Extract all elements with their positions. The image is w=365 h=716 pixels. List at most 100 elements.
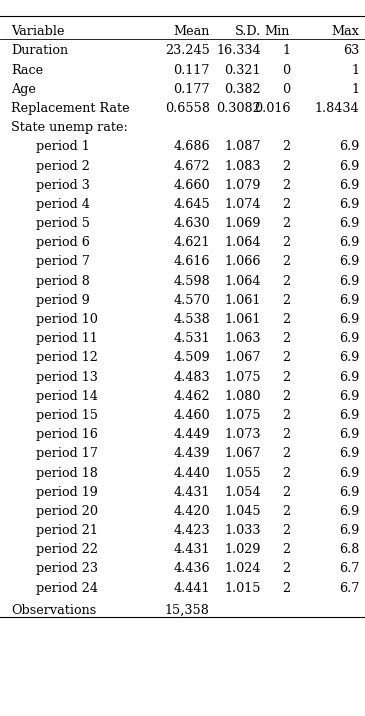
Text: 6.7: 6.7 xyxy=(339,581,360,595)
Text: 2: 2 xyxy=(282,294,290,307)
Text: 6.9: 6.9 xyxy=(339,485,360,499)
Text: period 16: period 16 xyxy=(36,428,99,441)
Text: 0: 0 xyxy=(282,83,290,96)
Text: Min: Min xyxy=(265,25,290,38)
Text: 1: 1 xyxy=(282,44,290,57)
Text: Replacement Rate: Replacement Rate xyxy=(11,102,130,115)
Text: 4.538: 4.538 xyxy=(173,313,210,326)
Text: period 21: period 21 xyxy=(36,524,99,537)
Text: 15,358: 15,358 xyxy=(165,604,210,616)
Text: 1.029: 1.029 xyxy=(224,543,261,556)
Text: 2: 2 xyxy=(282,467,290,480)
Text: State unemp rate:: State unemp rate: xyxy=(11,121,128,134)
Text: 1.067: 1.067 xyxy=(224,448,261,460)
Text: 4.423: 4.423 xyxy=(173,524,210,537)
Text: period 22: period 22 xyxy=(36,543,99,556)
Text: 2: 2 xyxy=(282,390,290,403)
Text: 2: 2 xyxy=(282,352,290,364)
Text: Variable: Variable xyxy=(11,25,65,38)
Text: 6.9: 6.9 xyxy=(339,409,360,422)
Text: period 2: period 2 xyxy=(36,160,91,173)
Text: 4.449: 4.449 xyxy=(173,428,210,441)
Text: 6.9: 6.9 xyxy=(339,352,360,364)
Text: 4.570: 4.570 xyxy=(173,294,210,307)
Text: 6.9: 6.9 xyxy=(339,294,360,307)
Text: 1.8434: 1.8434 xyxy=(315,102,360,115)
Text: 16.334: 16.334 xyxy=(216,44,261,57)
Text: period 11: period 11 xyxy=(36,332,98,345)
Text: 4.431: 4.431 xyxy=(173,485,210,499)
Text: 1.015: 1.015 xyxy=(224,581,261,595)
Text: period 1: period 1 xyxy=(36,140,90,153)
Text: Duration: Duration xyxy=(11,44,68,57)
Text: 1.087: 1.087 xyxy=(224,140,261,153)
Text: 1.064: 1.064 xyxy=(224,275,261,288)
Text: 6.9: 6.9 xyxy=(339,524,360,537)
Text: period 9: period 9 xyxy=(36,294,91,307)
Text: 6.7: 6.7 xyxy=(339,563,360,576)
Text: 2: 2 xyxy=(282,485,290,499)
Text: 4.431: 4.431 xyxy=(173,543,210,556)
Text: Max: Max xyxy=(331,25,360,38)
Text: 2: 2 xyxy=(282,409,290,422)
Text: 4.616: 4.616 xyxy=(173,256,210,268)
Text: 4.645: 4.645 xyxy=(173,198,210,211)
Text: 6.9: 6.9 xyxy=(339,275,360,288)
Text: 6.9: 6.9 xyxy=(339,428,360,441)
Text: 1.064: 1.064 xyxy=(224,236,261,249)
Text: 0.382: 0.382 xyxy=(224,83,261,96)
Text: 6.9: 6.9 xyxy=(339,448,360,460)
Text: 4.441: 4.441 xyxy=(173,581,210,595)
Text: period 23: period 23 xyxy=(36,563,99,576)
Text: 4.439: 4.439 xyxy=(173,448,210,460)
Text: 4.420: 4.420 xyxy=(173,505,210,518)
Text: 4.462: 4.462 xyxy=(173,390,210,403)
Text: 1.024: 1.024 xyxy=(224,563,261,576)
Text: period 10: period 10 xyxy=(36,313,99,326)
Text: period 12: period 12 xyxy=(36,352,99,364)
Text: 1.073: 1.073 xyxy=(224,428,261,441)
Text: period 19: period 19 xyxy=(36,485,99,499)
Text: Observations: Observations xyxy=(11,604,96,616)
Text: 4.483: 4.483 xyxy=(173,371,210,384)
Text: 4.460: 4.460 xyxy=(173,409,210,422)
Text: 4.630: 4.630 xyxy=(173,217,210,230)
Text: 1: 1 xyxy=(351,83,360,96)
Text: 0.016: 0.016 xyxy=(254,102,290,115)
Text: 2: 2 xyxy=(282,332,290,345)
Text: 1.033: 1.033 xyxy=(224,524,261,537)
Text: 4.531: 4.531 xyxy=(173,332,210,345)
Text: 23.245: 23.245 xyxy=(165,44,210,57)
Text: 2: 2 xyxy=(282,371,290,384)
Text: 1.063: 1.063 xyxy=(224,332,261,345)
Text: 6.9: 6.9 xyxy=(339,160,360,173)
Text: 1.080: 1.080 xyxy=(224,390,261,403)
Text: 6.9: 6.9 xyxy=(339,332,360,345)
Text: Age: Age xyxy=(11,83,36,96)
Text: 2: 2 xyxy=(282,581,290,595)
Text: 6.9: 6.9 xyxy=(339,140,360,153)
Text: 4.436: 4.436 xyxy=(173,563,210,576)
Text: 1.074: 1.074 xyxy=(224,198,261,211)
Text: 2: 2 xyxy=(282,563,290,576)
Text: period 14: period 14 xyxy=(36,390,99,403)
Text: period 24: period 24 xyxy=(36,581,99,595)
Text: 4.660: 4.660 xyxy=(173,179,210,192)
Text: 1.075: 1.075 xyxy=(224,371,261,384)
Text: 1.066: 1.066 xyxy=(224,256,261,268)
Text: 1.061: 1.061 xyxy=(224,313,261,326)
Text: 4.672: 4.672 xyxy=(173,160,210,173)
Text: 2: 2 xyxy=(282,448,290,460)
Text: period 7: period 7 xyxy=(36,256,91,268)
Text: 4.621: 4.621 xyxy=(173,236,210,249)
Text: period 5: period 5 xyxy=(36,217,91,230)
Text: period 15: period 15 xyxy=(36,409,99,422)
Text: 4.686: 4.686 xyxy=(173,140,210,153)
Text: 6.9: 6.9 xyxy=(339,179,360,192)
Text: 1.067: 1.067 xyxy=(224,352,261,364)
Text: 2: 2 xyxy=(282,179,290,192)
Text: 6.9: 6.9 xyxy=(339,217,360,230)
Text: period 20: period 20 xyxy=(36,505,99,518)
Text: 63: 63 xyxy=(343,44,360,57)
Text: 6.8: 6.8 xyxy=(339,543,360,556)
